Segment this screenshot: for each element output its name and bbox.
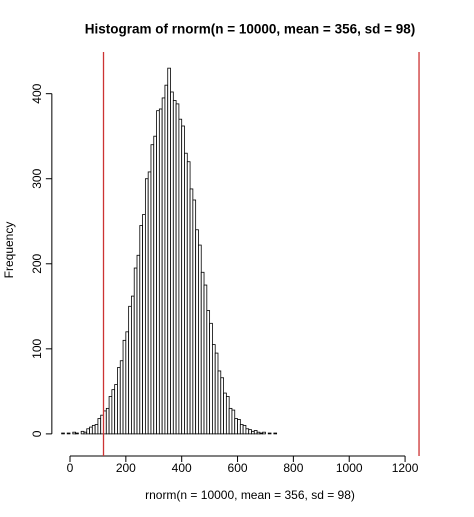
bar bbox=[72, 431, 76, 435]
bar bbox=[66, 432, 71, 435]
x-tick-label: 600 bbox=[228, 461, 248, 475]
bar bbox=[111, 389, 116, 435]
bar bbox=[220, 377, 224, 435]
bar bbox=[225, 396, 230, 435]
bar bbox=[144, 178, 149, 435]
bar bbox=[262, 431, 266, 435]
bar bbox=[273, 432, 278, 435]
bar bbox=[189, 188, 194, 435]
bar bbox=[158, 108, 163, 435]
y-tick-label: 0 bbox=[30, 430, 44, 437]
bar bbox=[83, 431, 88, 435]
bar bbox=[259, 432, 264, 435]
x-tick-label: 200 bbox=[116, 461, 136, 475]
bar bbox=[105, 407, 110, 435]
bar bbox=[234, 418, 238, 435]
bar bbox=[178, 118, 183, 435]
bar bbox=[139, 225, 143, 435]
bar bbox=[253, 430, 258, 435]
bar bbox=[195, 229, 199, 435]
bar bbox=[245, 428, 250, 435]
chart-title: Histogram of rnorm(n = 10000, mean = 356… bbox=[85, 22, 416, 37]
bar bbox=[172, 100, 177, 435]
bar bbox=[119, 360, 124, 435]
bar bbox=[203, 284, 208, 435]
bar bbox=[164, 84, 169, 435]
bar bbox=[117, 367, 121, 435]
x-tick-label: 1000 bbox=[336, 461, 363, 475]
bar bbox=[94, 424, 99, 435]
bar bbox=[61, 432, 65, 435]
y-tick-label: 400 bbox=[30, 83, 44, 103]
bar bbox=[114, 384, 118, 435]
y-axis-label: Frequency bbox=[2, 222, 16, 279]
bar bbox=[198, 244, 202, 435]
bar bbox=[192, 199, 197, 435]
bar bbox=[184, 152, 188, 435]
bar bbox=[242, 424, 247, 435]
bar bbox=[142, 214, 146, 435]
bar bbox=[86, 428, 90, 435]
bar bbox=[122, 339, 127, 435]
bar bbox=[80, 430, 85, 435]
bar bbox=[267, 432, 272, 435]
bar bbox=[131, 295, 135, 435]
x-tick-label: 400 bbox=[172, 461, 192, 475]
bar bbox=[209, 322, 213, 435]
bar bbox=[212, 344, 216, 435]
bar bbox=[256, 431, 261, 435]
y-tick-label: 300 bbox=[30, 168, 44, 188]
bar bbox=[156, 110, 160, 435]
x-axis-label: rnorm(n = 10000, mean = 356, sd = 98) bbox=[145, 488, 355, 502]
y-tick-label: 200 bbox=[30, 253, 44, 273]
bar bbox=[89, 426, 93, 435]
bar bbox=[161, 97, 166, 435]
bar bbox=[251, 430, 255, 435]
bar bbox=[228, 407, 233, 435]
bar bbox=[223, 392, 227, 435]
bar bbox=[217, 370, 222, 435]
bar bbox=[248, 429, 252, 435]
bar bbox=[91, 424, 96, 435]
bar bbox=[231, 409, 236, 435]
bar bbox=[108, 396, 113, 435]
bar bbox=[133, 267, 138, 435]
bar bbox=[147, 171, 152, 435]
x-tick-label: 0 bbox=[67, 461, 74, 475]
bar bbox=[186, 161, 191, 435]
bar bbox=[97, 418, 102, 435]
bar bbox=[136, 254, 141, 435]
bar bbox=[181, 125, 185, 435]
y-tick-label: 100 bbox=[30, 339, 44, 359]
bar bbox=[175, 103, 180, 435]
bar bbox=[150, 144, 155, 435]
bar bbox=[206, 310, 211, 435]
bar bbox=[237, 419, 241, 435]
bar bbox=[239, 424, 244, 435]
x-tick-label: 1200 bbox=[392, 461, 419, 475]
bar bbox=[75, 432, 79, 435]
bar bbox=[125, 331, 130, 435]
bar bbox=[167, 67, 171, 435]
x-tick-label: 800 bbox=[283, 461, 303, 475]
bar bbox=[153, 135, 157, 435]
bar bbox=[128, 305, 132, 435]
bar bbox=[214, 352, 219, 435]
bar bbox=[200, 271, 205, 435]
bar bbox=[170, 91, 174, 435]
